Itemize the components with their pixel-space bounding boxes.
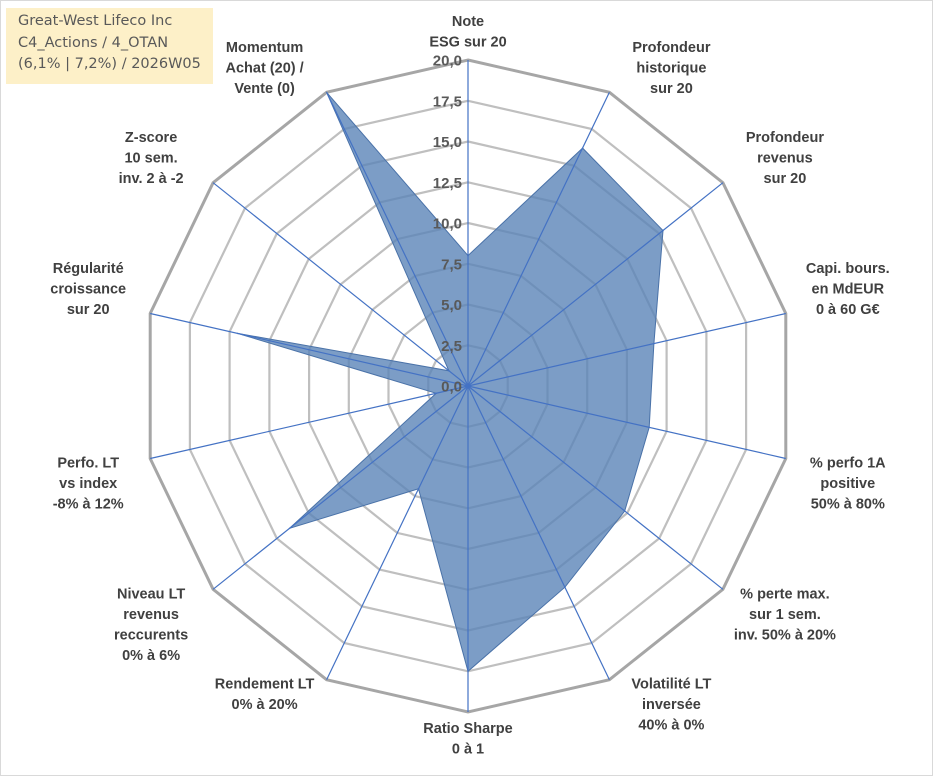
tick-label: 2,5 bbox=[441, 338, 462, 355]
axis-label-4: % perfo 1A positive 50% à 80% bbox=[810, 456, 886, 513]
radial-tick-labels: 0,0 2,5 5,0 7,5 10,0 12,5 15,0 17,5 20,0 bbox=[433, 53, 462, 396]
axis-spoke-2 bbox=[467, 182, 724, 387]
axis-spoke-6 bbox=[467, 385, 610, 680]
axis-label-2: Profondeur revenus sur 20 bbox=[746, 130, 824, 187]
axis-spoke-1 bbox=[467, 92, 610, 387]
info-line-period: (6,1% | 7,2%) / 2026W05 bbox=[18, 56, 201, 72]
axis-label-8: Rendement LT 0% à 20% bbox=[215, 677, 315, 714]
info-line-company: Great-West Lifeco Inc bbox=[18, 13, 173, 29]
axis-spoke-4 bbox=[467, 385, 786, 460]
axis-spokes bbox=[150, 60, 786, 712]
axis-label-6: Volatilité LT inversée 40% à 0% bbox=[631, 677, 711, 734]
axis-label-0: Note ESG sur 20 bbox=[429, 14, 506, 51]
axis-spoke-3 bbox=[467, 312, 786, 387]
axis-label-10: Perfo. LT vs index -8% à 12% bbox=[53, 456, 124, 513]
axis-label-3: Capi. bours. en MdEUR 0 à 60 G€ bbox=[806, 261, 890, 318]
tick-label: 10,0 bbox=[433, 216, 462, 233]
axis-label-5: % perte max. sur 1 sem. inv. 50% à 20% bbox=[734, 586, 836, 643]
tick-label: 12,5 bbox=[433, 175, 462, 192]
tick-label: 0,0 bbox=[441, 379, 462, 396]
axis-label-13: Momentum Achat (20) / Vente (0) bbox=[226, 40, 304, 97]
axis-spoke-11 bbox=[150, 312, 469, 387]
axis-label-9: Niveau LT revenus reccurents 0% à 6% bbox=[114, 586, 188, 664]
axis-label-11: Régularité croissance sur 20 bbox=[50, 261, 126, 318]
axis-spoke-12 bbox=[212, 182, 469, 387]
axis-spoke-10 bbox=[150, 385, 469, 460]
tick-label: 7,5 bbox=[441, 256, 462, 273]
axis-spoke-9 bbox=[212, 385, 469, 590]
axis-label-12: Z-score 10 sem. inv. 2 à -2 bbox=[119, 130, 184, 187]
tick-label: 15,0 bbox=[433, 134, 462, 151]
axis-labels: Note ESG sur 20 Profondeur historique sur 20… bbox=[50, 14, 889, 758]
info-line-category: C4_Actions / 4_OTAN bbox=[18, 34, 169, 51]
axis-spoke-5 bbox=[467, 385, 724, 590]
tick-label: 5,0 bbox=[441, 297, 462, 314]
axis-label-7: Ratio Sharpe 0 à 1 bbox=[423, 721, 512, 758]
axis-spoke-13 bbox=[326, 92, 469, 387]
info-box: Great-West Lifeco Inc C4_Actions / 4_OTA… bbox=[6, 8, 213, 84]
tick-label: 17,5 bbox=[433, 93, 462, 110]
axis-label-1: Profondeur historique sur 20 bbox=[632, 40, 710, 97]
tick-label: 20,0 bbox=[433, 53, 462, 70]
axis-spoke-8 bbox=[326, 385, 469, 680]
